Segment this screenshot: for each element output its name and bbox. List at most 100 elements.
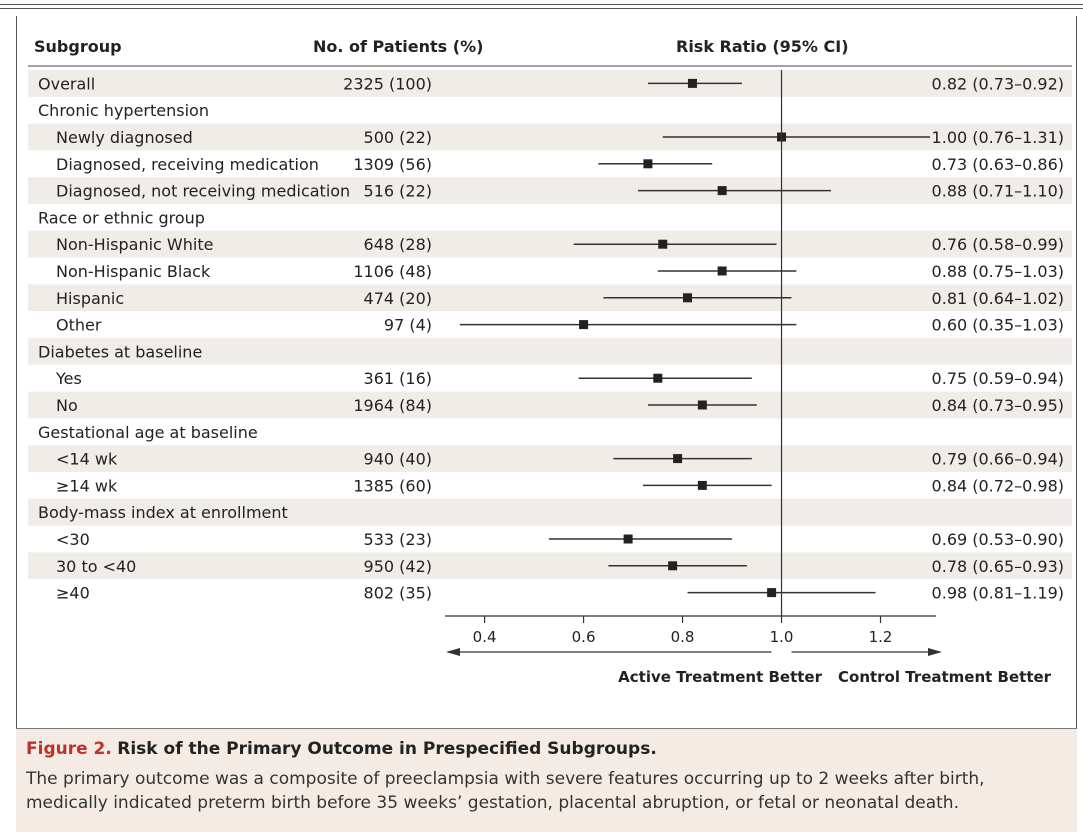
caption-body: The primary outcome was a composite of p… bbox=[26, 769, 985, 813]
figure-frame bbox=[16, 16, 1077, 728]
arrow-right-label: Control Treatment Better bbox=[838, 668, 1052, 686]
row-patients: 474 (20) bbox=[364, 289, 432, 308]
row-ci-text: 0.60 (0.35–1.03) bbox=[932, 316, 1064, 335]
row-ci-text: 0.88 (0.75–1.03) bbox=[932, 262, 1064, 281]
row-patients: 1964 (84) bbox=[353, 396, 432, 415]
row-label: Gestational age at baseline bbox=[38, 423, 258, 442]
forest-row: Non-Hispanic Black 1106 (48) 0.88 (0.75–1.… bbox=[56, 262, 1064, 281]
point-estimate bbox=[579, 320, 589, 330]
row-patients: 940 (40) bbox=[364, 450, 432, 469]
row-label: Hispanic bbox=[56, 289, 124, 308]
row-label: Diagnosed, receiving medication bbox=[56, 155, 319, 174]
forest-row: Diagnosed, not receiving medication 516 (… bbox=[28, 177, 1072, 204]
row-shade bbox=[28, 498, 1072, 526]
x-tick-label: 0.4 bbox=[473, 628, 497, 646]
row-patients: 950 (42) bbox=[364, 557, 432, 576]
row-shade bbox=[28, 338, 1072, 365]
point-estimate bbox=[687, 78, 697, 88]
row-ci-text: 0.75 (0.59–0.94) bbox=[932, 369, 1064, 388]
point-estimate bbox=[697, 400, 707, 410]
row-ci-text: 0.76 (0.58–0.99) bbox=[932, 235, 1064, 254]
point-estimate bbox=[717, 186, 727, 196]
row-label: Non-Hispanic Black bbox=[56, 262, 211, 281]
row-label: Diagnosed, not receiving medication bbox=[56, 182, 350, 201]
row-label: Body-mass index at enrollment bbox=[38, 503, 288, 522]
point-estimate bbox=[683, 293, 692, 303]
arrow-right-head bbox=[928, 648, 942, 656]
row-label: ≥40 bbox=[56, 584, 90, 603]
row-label: Chronic hypertension bbox=[38, 101, 209, 120]
row-patients: 516 (22) bbox=[364, 182, 432, 201]
row-ci-text: 0.84 (0.72–0.98) bbox=[932, 476, 1064, 495]
forest-row: Non-Hispanic White 648 (28) 0.76 (0.58–0.9… bbox=[28, 230, 1072, 258]
point-estimate bbox=[653, 373, 663, 383]
forest-row: Newly diagnosed 500 (22) 1.00 (0.76–1.31) bbox=[28, 123, 1072, 151]
arrow-left-head bbox=[446, 648, 460, 656]
point-estimate bbox=[717, 266, 727, 276]
row-patients: 2325 (100) bbox=[343, 74, 432, 93]
forest-row: <14 wk 940 (40) 0.79 (0.66–0.94) bbox=[28, 445, 1072, 472]
row-ci-text: 0.69 (0.53–0.90) bbox=[932, 530, 1064, 549]
row-label: Other bbox=[56, 316, 102, 335]
forest-row: Diabetes at baseline bbox=[28, 338, 1072, 365]
row-ci-text: 0.81 (0.64–1.02) bbox=[932, 289, 1064, 308]
row-patients: 1385 (60) bbox=[353, 476, 432, 495]
point-estimate bbox=[697, 480, 707, 490]
row-label: Yes bbox=[55, 369, 82, 388]
row-patients: 97 (4) bbox=[384, 316, 432, 335]
row-shade bbox=[28, 230, 1072, 258]
row-ci-text: 0.82 (0.73–0.92) bbox=[932, 74, 1064, 93]
forest-row: Race or ethnic group bbox=[38, 208, 205, 227]
row-patients: 802 (35) bbox=[364, 584, 432, 603]
forest-row: Yes 361 (16) 0.75 (0.59–0.94) bbox=[55, 369, 1064, 388]
row-patients: 648 (28) bbox=[364, 235, 432, 254]
row-label: Diabetes at baseline bbox=[38, 342, 202, 361]
row-ci-text: 0.79 (0.66–0.94) bbox=[932, 450, 1064, 469]
forest-row: Diagnosed, receiving medication 1309 (56)… bbox=[56, 155, 1064, 174]
row-patients: 361 (16) bbox=[364, 369, 432, 388]
row-ci-text: 0.84 (0.73–0.95) bbox=[932, 396, 1064, 415]
forest-row: Chronic hypertension bbox=[38, 101, 209, 120]
figure-caption: Figure 2. Risk of the Primary Outcome in… bbox=[16, 728, 1077, 832]
row-label: Newly diagnosed bbox=[56, 128, 193, 147]
point-estimate bbox=[623, 534, 633, 544]
x-tick-label: 1.0 bbox=[770, 628, 794, 646]
header-subgroup: Subgroup bbox=[34, 37, 122, 56]
row-label: Non-Hispanic White bbox=[56, 235, 213, 254]
header-risk-ratio: Risk Ratio (95% CI) bbox=[676, 37, 849, 56]
row-patients: 1309 (56) bbox=[353, 155, 432, 174]
forest-row: Overall 2325 (100) 0.82 (0.73–0.92) bbox=[28, 70, 1072, 97]
row-shade bbox=[28, 70, 1072, 97]
x-tick-label: 0.8 bbox=[671, 628, 695, 646]
top-rule bbox=[0, 4, 1083, 5]
row-shade bbox=[28, 284, 1072, 312]
forest-row: Gestational age at baseline bbox=[38, 423, 258, 442]
forest-row: 30 to <40 950 (42) 0.78 (0.65–0.93) bbox=[28, 552, 1072, 580]
arrow-left-label: Active Treatment Better bbox=[618, 668, 822, 686]
row-label: ≥14 wk bbox=[56, 476, 118, 495]
row-label: Overall bbox=[38, 74, 95, 93]
row-label: <30 bbox=[56, 530, 90, 549]
row-label: Race or ethnic group bbox=[38, 208, 205, 227]
forest-row: ≥40 802 (35) 0.98 (0.81–1.19) bbox=[56, 584, 1064, 603]
row-patients: 500 (22) bbox=[364, 128, 432, 147]
row-shade bbox=[28, 391, 1072, 419]
forest-plot: Subgroup No. of Patients (%) Risk Ratio … bbox=[28, 37, 1072, 686]
point-estimate bbox=[673, 454, 683, 464]
point-estimate bbox=[668, 561, 678, 571]
caption-title-line: Figure 2. Risk of the Primary Outcome in… bbox=[26, 737, 1067, 761]
row-patients: 533 (23) bbox=[364, 530, 432, 549]
forest-row: Body-mass index at enrollment bbox=[28, 498, 1072, 526]
row-patients: 1106 (48) bbox=[353, 262, 432, 281]
point-estimate bbox=[767, 588, 777, 598]
row-label: <14 wk bbox=[56, 450, 118, 469]
row-shade bbox=[28, 552, 1072, 580]
row-label: No bbox=[56, 396, 78, 415]
header-patients: No. of Patients (%) bbox=[313, 37, 483, 56]
row-label: 30 to <40 bbox=[56, 557, 136, 576]
forest-row: ≥14 wk 1385 (60) 0.84 (0.72–0.98) bbox=[56, 476, 1064, 495]
point-estimate bbox=[643, 159, 653, 169]
row-ci-text: 0.73 (0.63–0.86) bbox=[932, 155, 1064, 174]
row-ci-text: 1.00 (0.76–1.31) bbox=[932, 128, 1064, 147]
row-shade bbox=[28, 177, 1072, 204]
